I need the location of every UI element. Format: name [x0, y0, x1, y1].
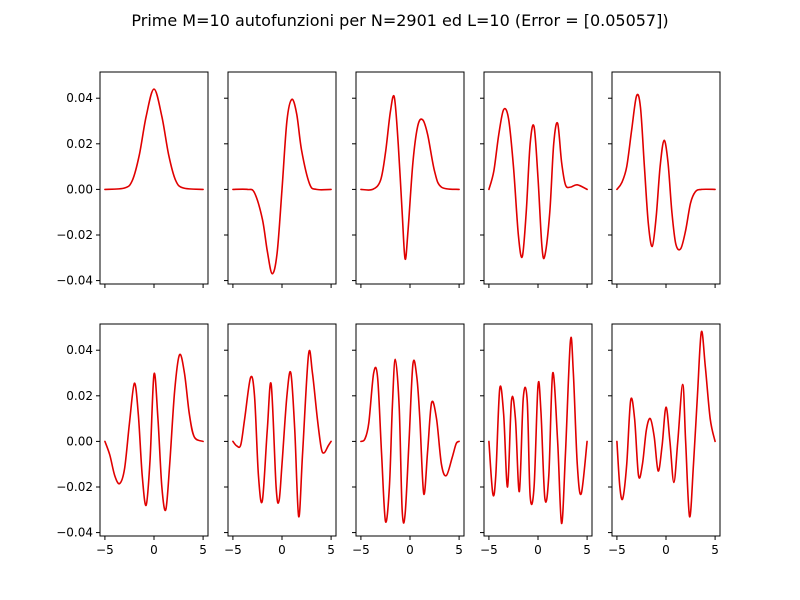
- x-tick-label: −5: [96, 543, 114, 557]
- x-tick-label: 0: [406, 543, 414, 557]
- x-tick-label: −5: [224, 543, 242, 557]
- y-tick-label: −0.04: [56, 526, 93, 540]
- subplot-5: [608, 71, 721, 288]
- x-tick-label: −5: [608, 543, 626, 557]
- x-tick-label: 5: [455, 543, 463, 557]
- axes-grid: 0.04 0.02 0.00 −0.02 −0.04 0.04 0.02 0.00 −0.02 −…: [56, 71, 721, 557]
- chart-title: Prime M=10 autofunzioni per N=2901 ed L=…: [131, 11, 668, 30]
- subplot-10: −5 0 5: [608, 323, 721, 557]
- y-tick-label: 0.00: [66, 182, 93, 196]
- x-tick-label: 0: [150, 543, 158, 557]
- x-tick-label: 5: [583, 543, 591, 557]
- subplot-9: −5 0 5: [480, 323, 593, 557]
- eigenfunction-line-10: [616, 330, 716, 518]
- x-tick-label: 0: [534, 543, 542, 557]
- y-tick-label: −0.02: [56, 228, 93, 242]
- x-tick-label: 5: [327, 543, 335, 557]
- y-tick-label: −0.02: [56, 480, 93, 494]
- y-tick-label: 0.04: [66, 343, 93, 357]
- axes-frame: [355, 71, 465, 285]
- y-tick-label: 0.00: [66, 434, 93, 448]
- axes-frame: [611, 71, 721, 285]
- eigenfunction-line-5: [616, 93, 716, 251]
- axes-frame: [99, 71, 209, 285]
- x-tick-label: 5: [199, 543, 207, 557]
- axes-frame: [227, 323, 337, 537]
- y-tick-label: 0.02: [66, 137, 93, 151]
- eigenfunction-line-6: [104, 353, 204, 512]
- subplot-8: −5 0 5: [352, 323, 465, 557]
- subplot-3: [352, 71, 465, 288]
- x-tick-label: −5: [480, 543, 498, 557]
- x-tick-label: −5: [352, 543, 370, 557]
- subplot-4: [480, 71, 593, 288]
- eigenfunction-line-8: [360, 358, 460, 524]
- eigenfunction-line-3: [360, 95, 460, 261]
- eigenfunction-line-1: [104, 88, 204, 191]
- subplot-2: [224, 71, 337, 288]
- y-tick-label: 0.04: [66, 91, 93, 105]
- subplot-6: 0.04 0.02 0.00 −0.02 −0.04−5 0 5: [56, 323, 209, 557]
- subplot-1: 0.04 0.02 0.00 −0.02 −0.04: [56, 71, 209, 288]
- x-tick-label: 0: [662, 543, 670, 557]
- y-tick-label: 0.02: [66, 389, 93, 403]
- eigenfunction-line-7: [232, 349, 332, 518]
- subplot-7: −5 0 5: [224, 323, 337, 557]
- eigenfunction-line-2: [232, 98, 332, 275]
- x-tick-label: 5: [711, 543, 719, 557]
- x-tick-label: 0: [278, 543, 286, 557]
- y-tick-label: −0.04: [56, 274, 93, 288]
- eigenfunction-line-9: [488, 336, 588, 525]
- eigenfunction-line-4: [488, 107, 588, 260]
